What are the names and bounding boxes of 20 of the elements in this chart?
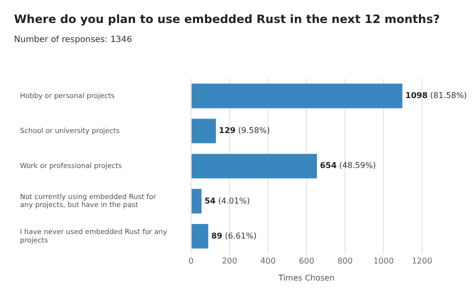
bar	[192, 154, 317, 178]
x-tick-label: 0	[188, 256, 194, 266]
x-tick-label: 1200	[412, 256, 432, 266]
data-label: 54 (4.01%)	[204, 196, 250, 206]
chart-title: Where do you plan to use embedded Rust in the next 12 months?	[14, 12, 440, 26]
x-axis-title: Times Chosen	[278, 273, 335, 282]
bar	[192, 84, 402, 108]
x-tick-label: 400	[260, 256, 276, 266]
x-tick-label: 600	[298, 256, 314, 266]
x-tick-label: 1000	[373, 256, 394, 266]
data-label: 89 (6.61%)	[211, 231, 257, 240]
data-label: 129 (9.58%)	[218, 126, 270, 136]
text: Number of responses: 1346	[14, 35, 132, 45]
bar	[192, 118, 216, 144]
bar	[192, 188, 202, 214]
bar	[192, 224, 208, 249]
x-tick-label: 200	[222, 256, 238, 266]
data-label: 1098 (81.58%)	[405, 91, 467, 100]
data-label: 654 (48.59%)	[320, 161, 376, 170]
x-tick-label: 800	[337, 256, 353, 266]
